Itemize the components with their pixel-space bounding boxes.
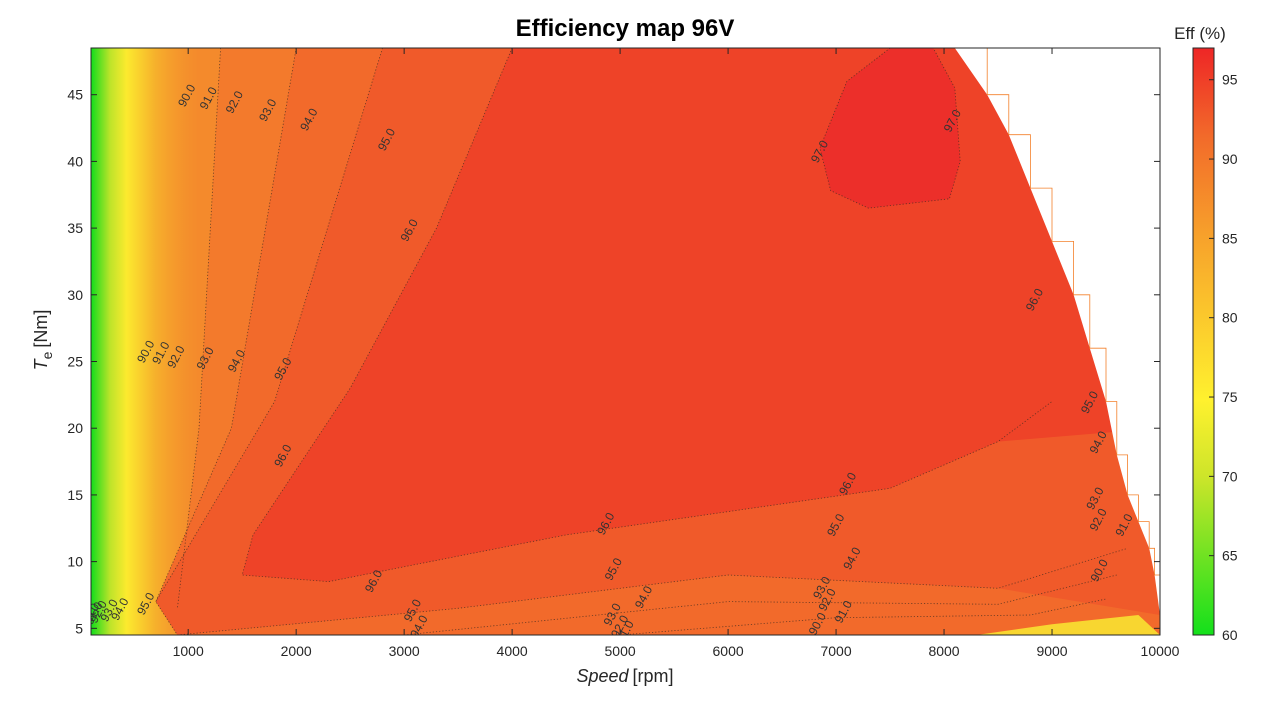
- x-tick-label: 7000: [820, 643, 851, 659]
- x-axis-label: Speed [rpm]: [576, 666, 673, 686]
- outside-envelope: [900, 48, 1160, 635]
- chart-title: Efficiency map 96V: [516, 15, 735, 42]
- colorbar-tick-label: 70: [1222, 468, 1238, 484]
- y-tick-label: 30: [67, 287, 83, 303]
- y-tick-label: 45: [67, 87, 83, 103]
- y-tick-label: 5: [75, 620, 83, 636]
- band-high-speed-low: [976, 615, 1160, 635]
- plot-area: 90.091.0 92.0 93.0 94.095.096.097.097.090.0…: [79, 48, 1160, 635]
- contour-label: 90.0: [79, 601, 102, 628]
- plot-frame: [90, 47, 1161, 636]
- colorbar-tick-label: 75: [1222, 389, 1238, 405]
- contour-line: [819, 48, 961, 209]
- colorbar-tick-label: 60: [1222, 627, 1238, 643]
- contour-line: [404, 574, 1117, 635]
- band-low-speed: [91, 48, 199, 635]
- contour-line: [155, 48, 297, 635]
- y-tick-label: 40: [67, 153, 83, 169]
- x-tick-label: 3000: [389, 643, 420, 659]
- y-tick-label: 10: [67, 554, 83, 570]
- colorbar-tick-label: 80: [1222, 310, 1238, 326]
- band-97: [819, 48, 961, 209]
- colorbar-gradient: [1192, 47, 1215, 636]
- x-tick-label: 1000: [173, 643, 204, 659]
- colorbar: Eff (%) 60 65 70 75 80 85 90 95: [1174, 24, 1238, 643]
- x-tick-label: 5000: [605, 643, 636, 659]
- colorbar-tick-label: 90: [1222, 151, 1238, 167]
- contour-line: [177, 48, 221, 609]
- colorbar-tick-label: 65: [1222, 548, 1238, 564]
- x-axis: 1000 2000 3000 4000 5000 6000 7000 8000 9000 1000…: [173, 48, 1180, 659]
- contour-line: [620, 598, 1107, 635]
- colorbar-tick-label: 95: [1222, 72, 1238, 88]
- x-tick-label: 2000: [281, 643, 312, 659]
- y-axis: 5 10 15 20 25 30 35 40 45: [67, 87, 1160, 636]
- envelope-edge: [900, 48, 1160, 635]
- y-tick-label: 25: [67, 354, 83, 370]
- x-tick-label: 10000: [1141, 643, 1180, 659]
- y-axis-label: Te[Nm]: [31, 310, 55, 371]
- contour-line: [241, 48, 1053, 583]
- x-tick-label: 9000: [1036, 643, 1067, 659]
- y-tick-label: 35: [67, 220, 83, 236]
- contour-line: [177, 547, 1128, 635]
- colorbar-title: Eff (%): [1174, 24, 1226, 43]
- y-tick-label: 15: [67, 487, 83, 503]
- colorbar-tick-label: 85: [1222, 230, 1238, 246]
- x-tick-label: 6000: [713, 643, 744, 659]
- y-tick-label: 20: [67, 420, 83, 436]
- x-tick-label: 4000: [497, 643, 528, 659]
- x-tick-label: 8000: [928, 643, 959, 659]
